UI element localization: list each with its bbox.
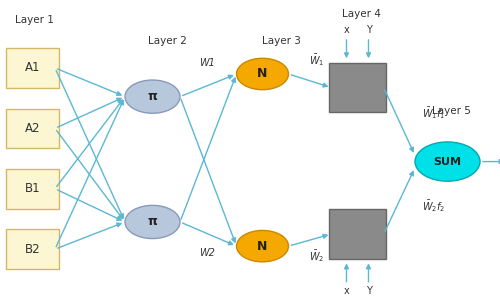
FancyBboxPatch shape xyxy=(329,209,386,259)
Text: Layer 3: Layer 3 xyxy=(262,36,302,46)
Text: π: π xyxy=(148,90,158,103)
Text: x: x xyxy=(344,25,349,36)
Text: $\bar{W}_1$: $\bar{W}_1$ xyxy=(309,52,324,68)
Text: W1: W1 xyxy=(200,58,216,68)
FancyBboxPatch shape xyxy=(329,63,386,113)
Text: Y: Y xyxy=(366,286,372,296)
Text: $\bar{W}_2$: $\bar{W}_2$ xyxy=(309,248,324,264)
Circle shape xyxy=(125,205,180,239)
Text: A2: A2 xyxy=(25,122,40,135)
Text: $\bar{W}_1 f_1$: $\bar{W}_1 f_1$ xyxy=(422,105,446,121)
Text: B2: B2 xyxy=(24,243,40,256)
Text: Layer 4: Layer 4 xyxy=(342,9,382,19)
FancyBboxPatch shape xyxy=(6,230,59,269)
Text: $\bar{W}_2 f_2$: $\bar{W}_2 f_2$ xyxy=(422,198,446,214)
Text: N: N xyxy=(258,239,268,253)
Text: N: N xyxy=(258,67,268,81)
Text: A1: A1 xyxy=(25,61,40,75)
Text: x: x xyxy=(344,286,349,296)
FancyBboxPatch shape xyxy=(6,109,59,148)
Text: B1: B1 xyxy=(24,182,40,195)
Circle shape xyxy=(236,230,288,262)
FancyBboxPatch shape xyxy=(6,48,59,88)
Circle shape xyxy=(125,80,180,113)
Text: Y: Y xyxy=(366,25,372,36)
Text: Layer 5: Layer 5 xyxy=(432,106,472,116)
Text: π: π xyxy=(148,215,158,229)
Text: Layer 2: Layer 2 xyxy=(148,36,186,46)
Text: Layer 1: Layer 1 xyxy=(15,15,54,25)
Circle shape xyxy=(236,58,288,90)
FancyBboxPatch shape xyxy=(6,169,59,208)
Text: SUM: SUM xyxy=(434,156,462,167)
Text: W2: W2 xyxy=(200,248,216,258)
Circle shape xyxy=(415,142,480,181)
